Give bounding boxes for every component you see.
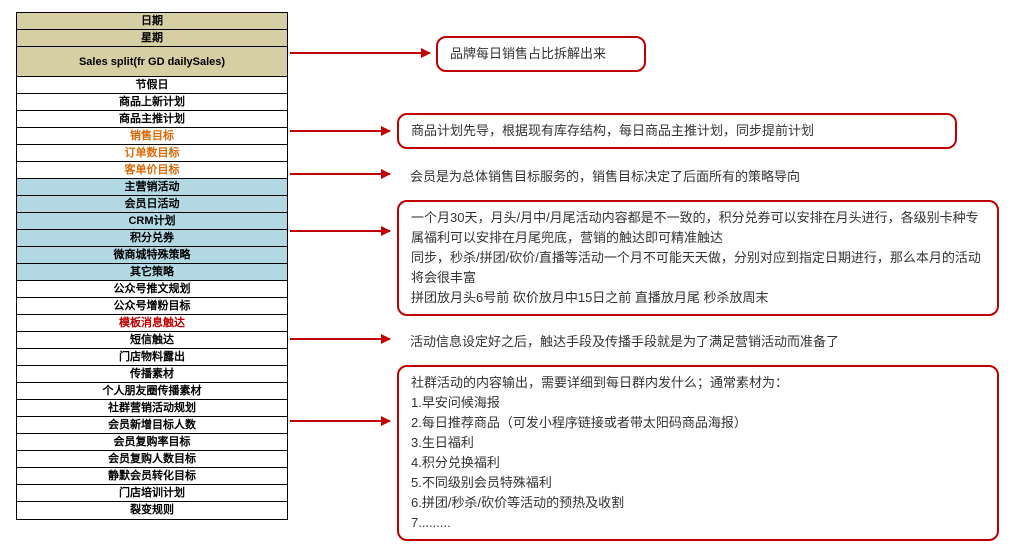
table-row: 模板消息触达 [17,315,287,332]
table-row: Sales split(fr GD dailySales) [17,47,287,77]
table-row: 社群营销活动规划 [17,400,287,417]
arrow [290,338,390,340]
arrow [290,230,390,232]
table-row: 门店物料露出 [17,349,287,366]
callout: 会员是为总体销售目标服务的，销售目标决定了后面所有的策略导向 [410,165,970,189]
callout: 一个月30天，月头/月中/月尾活动内容都是不一致的，积分兑券可以安排在月头进行，… [397,200,999,316]
table-row: 节假日 [17,77,287,94]
arrow [290,420,390,422]
table-row: 订单数目标 [17,145,287,162]
table-row: 日期 [17,13,287,30]
table-row: 会员新增目标人数 [17,417,287,434]
arrow [290,173,390,175]
planning-table: 日期星期Sales split(fr GD dailySales)节假日商品上新… [16,12,288,520]
table-row: 短信触达 [17,332,287,349]
table-row: 商品上新计划 [17,94,287,111]
callout: 品牌每日销售占比拆解出来 [436,36,646,72]
table-row: 门店培训计划 [17,485,287,502]
table-row: CRM计划 [17,213,287,230]
table-row: 微商城特殊策略 [17,247,287,264]
callout: 商品计划先导，根据现有库存结构，每日商品主推计划，同步提前计划 [397,113,957,149]
table-row: 积分兑券 [17,230,287,247]
table-row: 客单价目标 [17,162,287,179]
table-row: 销售目标 [17,128,287,145]
table-row: 传播素材 [17,366,287,383]
table-row: 其它策略 [17,264,287,281]
callout: 活动信息设定好之后，触达手段及传播手段就是为了满足营销活动而准备了 [410,330,970,354]
table-row: 公众号增粉目标 [17,298,287,315]
table-row: 裂变规则 [17,502,287,519]
table-row: 商品主推计划 [17,111,287,128]
table-row: 会员复购率目标 [17,434,287,451]
table-row: 主营销活动 [17,179,287,196]
table-row: 星期 [17,30,287,47]
arrow [290,52,430,54]
table-row: 会员复购人数目标 [17,451,287,468]
table-row: 个人朋友圈传播素材 [17,383,287,400]
table-row: 静默会员转化目标 [17,468,287,485]
arrow [290,130,390,132]
table-row: 公众号推文规划 [17,281,287,298]
callout: 社群活动的内容输出，需要详细到每日群内发什么；通常素材为：1.早安问候海报2.每… [397,365,999,541]
table-row: 会员日活动 [17,196,287,213]
